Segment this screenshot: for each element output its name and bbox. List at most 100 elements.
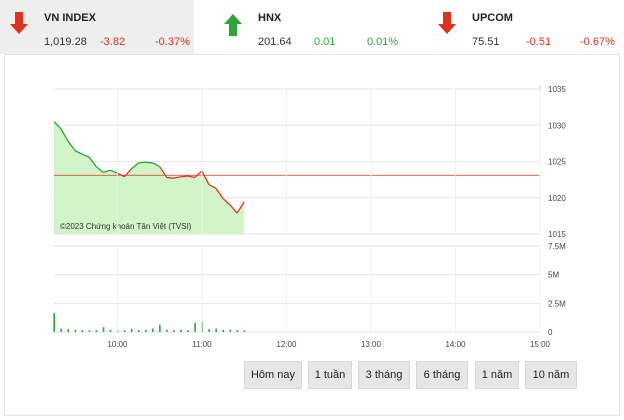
copyright-text: ©2023 Chứng khoán Tân Việt (TVSI) bbox=[60, 222, 192, 231]
volume-bar bbox=[173, 330, 175, 332]
price-line-segment bbox=[131, 162, 139, 170]
price-tick-label: 1025 bbox=[548, 158, 566, 167]
volume-bar bbox=[159, 324, 161, 332]
price-tick-label: 1015 bbox=[548, 230, 566, 239]
price-line-segment bbox=[215, 187, 224, 199]
time-tick-label: 12:00 bbox=[276, 340, 297, 349]
range-button[interactable]: 3 tháng bbox=[358, 361, 410, 389]
volume-bar bbox=[194, 323, 196, 332]
price-line-segment bbox=[110, 169, 118, 174]
price-line-segment bbox=[194, 170, 203, 178]
price-line-segment bbox=[145, 161, 153, 164]
index-percent: -0.67% bbox=[580, 36, 615, 48]
volume-tick-label: 7.5M bbox=[548, 242, 566, 251]
volume-bar bbox=[229, 329, 232, 332]
volume-bar bbox=[130, 329, 133, 332]
arrow-down-icon bbox=[10, 12, 28, 34]
volume-bar bbox=[95, 330, 98, 332]
volume-bar bbox=[144, 329, 147, 332]
price-line-segment bbox=[60, 128, 69, 142]
index-value: 1,019.28 bbox=[44, 36, 87, 48]
index-change: -0.51 bbox=[526, 36, 552, 48]
index-percent: 0.01% bbox=[367, 36, 399, 48]
volume-bar bbox=[109, 329, 112, 332]
index-percent: -0.37% bbox=[155, 36, 190, 48]
price-line-segment bbox=[180, 175, 188, 178]
volume-bar bbox=[81, 329, 84, 332]
index-name: UPCOM bbox=[472, 12, 513, 24]
price-axis: 1035 1030 1025 1020 1015 bbox=[548, 85, 566, 239]
price-line-segment bbox=[88, 156, 97, 167]
range-button[interactable]: 6 tháng bbox=[416, 361, 468, 389]
chart-panel bbox=[4, 54, 620, 416]
range-button[interactable]: 1 tuần bbox=[308, 361, 352, 389]
price-line-segment bbox=[103, 169, 111, 173]
volume-bar bbox=[243, 330, 246, 332]
price-line bbox=[53, 121, 245, 214]
volume-bar bbox=[53, 313, 55, 332]
index-name: HNX bbox=[258, 12, 282, 24]
price-line-segment bbox=[81, 153, 90, 158]
range-button[interactable]: 1 năm bbox=[475, 361, 519, 389]
price-tick-label: 1035 bbox=[548, 85, 566, 94]
index-tab-upcom[interactable]: UPCOM 75.51 -0.51 -0.67% bbox=[428, 0, 624, 54]
volume-bar bbox=[180, 329, 182, 332]
volume-bar bbox=[137, 330, 140, 332]
price-line-segment bbox=[95, 166, 104, 173]
price-tick-label: 1020 bbox=[548, 194, 566, 203]
price-line-segment bbox=[208, 184, 217, 189]
volume-bar bbox=[152, 328, 154, 332]
volume-bar bbox=[67, 329, 70, 332]
arrow-up-icon bbox=[224, 14, 242, 36]
volume-bar bbox=[88, 330, 91, 332]
index-change: 0.01 bbox=[314, 36, 336, 48]
volume-bar bbox=[222, 329, 225, 332]
time-tick-label: 14:00 bbox=[445, 340, 466, 349]
range-button[interactable]: Hôm nay bbox=[244, 361, 302, 389]
volume-bar bbox=[166, 329, 168, 332]
price-line-segment bbox=[201, 170, 210, 185]
price-line-segment bbox=[138, 161, 146, 164]
range-button[interactable]: 10 năm bbox=[525, 361, 577, 389]
volume-tick-label: 0 bbox=[548, 328, 553, 337]
volume-bar bbox=[74, 329, 77, 332]
index-value: 75.51 bbox=[472, 36, 500, 48]
volume-tick-label: 2.5M bbox=[548, 299, 566, 308]
index-tab-hnx[interactable]: HNX 201.64 0.01 0.01% bbox=[214, 0, 408, 54]
time-tick-label: 15:00 bbox=[530, 340, 551, 349]
price-line-segment bbox=[74, 150, 83, 155]
price-tick-label: 1030 bbox=[548, 121, 566, 130]
price-line-segment bbox=[187, 175, 196, 179]
volume-bar bbox=[236, 330, 239, 332]
arrow-down-icon bbox=[438, 12, 456, 34]
volume-tick-label: 5M bbox=[548, 271, 559, 280]
price-area-fill bbox=[54, 121, 245, 234]
volume-bars bbox=[53, 313, 246, 332]
volume-bar bbox=[208, 329, 210, 332]
time-axis: 10:00 11:00 12:00 13:00 14:00 15:00 bbox=[107, 89, 551, 349]
volume-grid bbox=[54, 245, 541, 333]
price-line-segment bbox=[53, 121, 62, 130]
price-line-segment bbox=[67, 140, 76, 152]
volume-bar bbox=[123, 330, 126, 332]
time-tick-label: 11:00 bbox=[192, 340, 212, 349]
volume-axis: 7.5M 5M 2.5M 0 bbox=[548, 242, 566, 337]
price-line-segment bbox=[229, 204, 238, 214]
index-tabs: VN INDEX 1,019.28 -3.82 -0.37% HNX 201.6… bbox=[0, 0, 624, 54]
volume-bar bbox=[60, 328, 63, 332]
time-tick-label: 13:00 bbox=[361, 340, 382, 349]
price-line-segment bbox=[152, 162, 160, 168]
price-line-segment bbox=[222, 197, 231, 206]
price-line-segment bbox=[173, 176, 181, 179]
index-tab-vnindex[interactable]: VN INDEX 1,019.28 -3.82 -0.37% bbox=[0, 0, 194, 54]
volume-bar bbox=[187, 330, 189, 332]
index-name: VN INDEX bbox=[44, 12, 96, 24]
index-change: -3.82 bbox=[100, 36, 126, 48]
price-line-segment bbox=[166, 176, 174, 179]
volume-bar bbox=[102, 327, 105, 332]
index-value: 201.64 bbox=[258, 36, 292, 48]
price-area bbox=[54, 121, 245, 234]
volume-bar bbox=[215, 328, 217, 332]
price-line-segment bbox=[236, 201, 245, 214]
